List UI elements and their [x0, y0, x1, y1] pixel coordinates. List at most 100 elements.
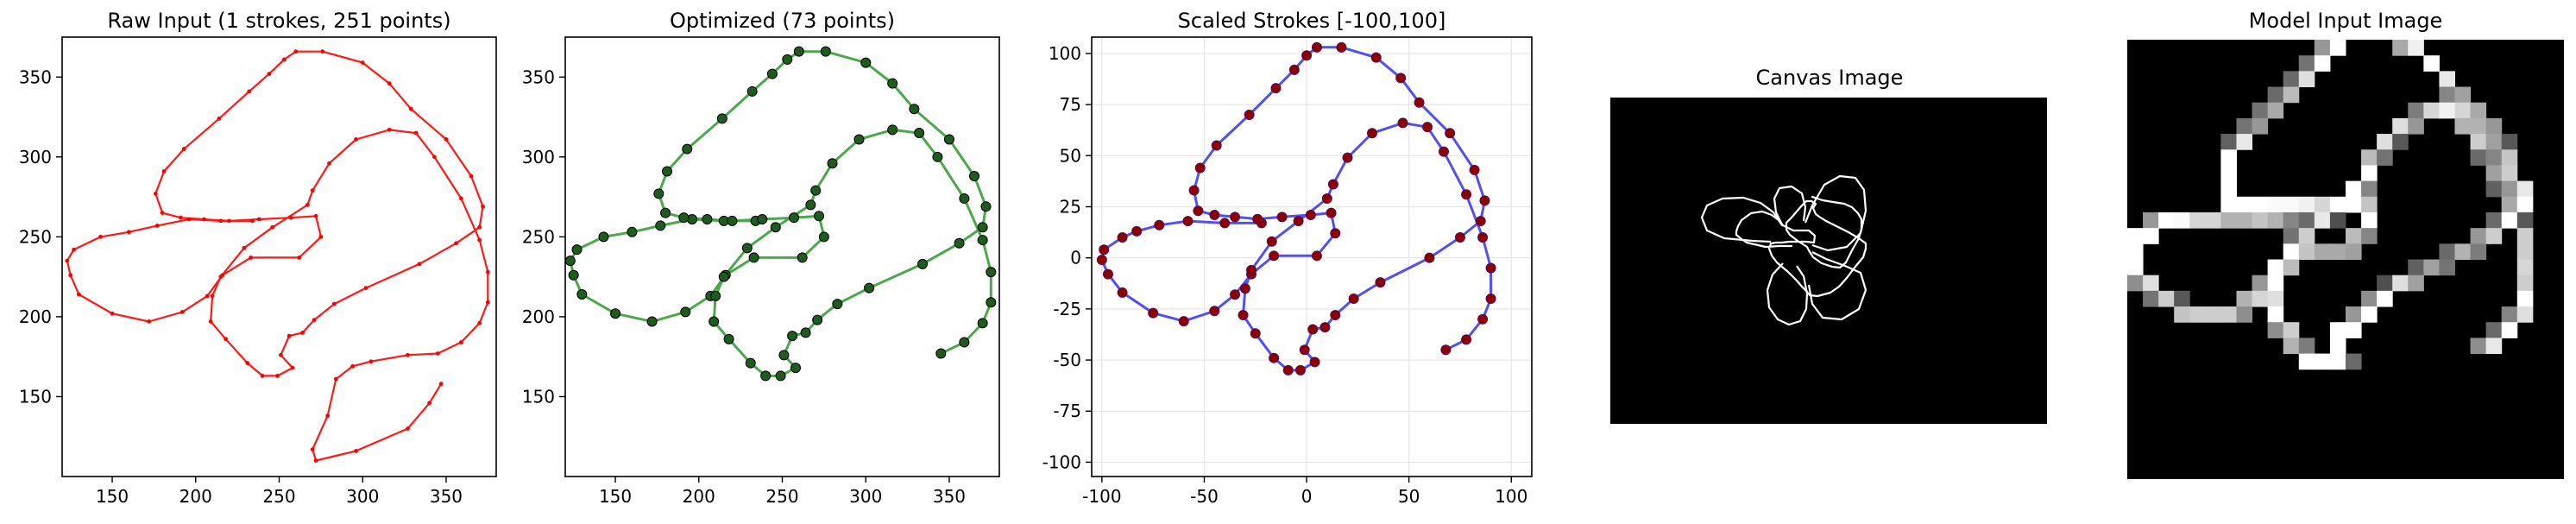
raw-point-1 — [218, 218, 224, 224]
raw-point-31 — [281, 57, 287, 62]
scaled-point-19 — [1305, 209, 1316, 220]
scaled-axes-frame — [1091, 36, 1533, 477]
raw-point-7 — [65, 258, 70, 263]
optimized-ytick-label-4: 350 — [522, 66, 555, 87]
scaled-point-45 — [1330, 309, 1341, 320]
scaled-point-65 — [1439, 146, 1449, 157]
model-input-pixel — [2283, 338, 2300, 355]
raw-point-55 — [210, 294, 215, 299]
optimized-point-17 — [818, 231, 829, 243]
optimized-point-72 — [935, 348, 947, 359]
model-input-pixel — [2454, 86, 2472, 104]
scaled-point-56 — [1246, 264, 1257, 275]
scaled-point-52 — [1269, 352, 1280, 363]
raw-point-34 — [360, 60, 365, 66]
scaled-point-15 — [1269, 250, 1280, 262]
optimized-point-21 — [727, 215, 738, 226]
model-input-pixel — [2454, 117, 2472, 135]
model-input-pixel — [2298, 338, 2315, 355]
model-input-pixel — [2346, 180, 2362, 198]
optimized-point-6 — [571, 244, 583, 256]
scaled-point-72 — [1440, 344, 1452, 356]
model-input-pixel — [2329, 196, 2346, 213]
raw-point-6 — [72, 247, 76, 252]
scaled-point-33 — [1336, 41, 1347, 53]
raw-point-21 — [227, 218, 231, 224]
optimized-point-45 — [812, 314, 823, 325]
model-input-pixel — [2361, 228, 2378, 244]
scaled-point-1 — [1219, 218, 1231, 229]
optimized-point-10 — [610, 308, 621, 319]
model-input-pixel — [2267, 306, 2284, 323]
scaled-point-17 — [1330, 228, 1341, 239]
optimized-point-18 — [814, 211, 825, 222]
raw-point-10 — [110, 311, 115, 316]
model-input-pixel — [2220, 134, 2237, 150]
model-input-pixel — [2329, 243, 2346, 260]
model-input-pixel — [2361, 196, 2378, 213]
optimized-point-48 — [778, 350, 790, 361]
raw-point-3 — [154, 224, 160, 228]
raw-point-40 — [477, 224, 482, 230]
model-input-pixel — [2236, 117, 2253, 135]
optimized-ytick-label-0: 150 — [522, 386, 555, 407]
model-input-pixel — [2283, 71, 2300, 88]
model-input-pixel — [2501, 306, 2518, 323]
raw-point-38 — [469, 174, 474, 179]
model-input-pixel — [2346, 228, 2362, 244]
model-input-pixel — [2439, 71, 2455, 88]
model-input-pixel — [2252, 275, 2269, 292]
model-input-pixel — [2252, 211, 2269, 229]
scaled-point-67 — [1477, 232, 1489, 243]
model-input-pixel — [2252, 196, 2269, 213]
raw-point-59 — [305, 202, 310, 207]
model-input-pixel — [2189, 211, 2206, 229]
scaled-point-61 — [1342, 152, 1353, 163]
model-input-pixel — [2283, 259, 2300, 276]
raw-point-45 — [312, 318, 317, 323]
scaled-point-5 — [1117, 232, 1128, 243]
optimized-point-43 — [864, 282, 875, 294]
scaled-point-44 — [1348, 294, 1359, 305]
scaled-ytick-label-3: -25 — [1053, 299, 1081, 319]
scaled-panel: Scaled Strokes [-100,100] -100 -50 0 50 100 -… — [1042, 9, 1533, 507]
model-input-pixel — [2516, 228, 2534, 244]
raw-point-39 — [481, 204, 485, 209]
optimized-point-61 — [827, 158, 838, 169]
scaled-point-37 — [1445, 128, 1456, 139]
raw-point-71 — [458, 340, 463, 344]
model-input-pixel — [2346, 322, 2362, 338]
raw-point-20 — [256, 217, 261, 222]
model-input-pixel — [2220, 211, 2237, 229]
model-input-pixel — [2377, 290, 2393, 307]
optimized-point-25 — [653, 188, 664, 199]
raw-ytick-label-0: 150 — [19, 386, 52, 407]
raw-point-22 — [202, 217, 206, 222]
optimized-point-39 — [980, 201, 992, 212]
model-input-pixel — [2377, 149, 2393, 166]
model-input-pixel — [2516, 275, 2534, 292]
model-input-pixel — [2267, 275, 2284, 292]
optimized-point-36 — [909, 104, 920, 115]
raw-ytick-label-1: 200 — [19, 306, 52, 327]
optimized-point-53 — [723, 333, 734, 344]
optimized-point-28 — [716, 113, 727, 124]
model-input-pixel — [2205, 306, 2221, 323]
model-input-pixel — [2470, 117, 2487, 135]
scaled-xtick-label-4: 100 — [1495, 486, 1527, 507]
optimized-point-3 — [655, 220, 666, 231]
optimized-point-34 — [860, 57, 872, 68]
model-input-pixel — [2516, 180, 2534, 198]
model-input-pixel — [2267, 86, 2284, 104]
model-input-title: Model Input Image — [2249, 9, 2443, 33]
scaled-point-38 — [1469, 164, 1480, 175]
optimized-point-52 — [745, 357, 756, 369]
optimized-point-4 — [627, 226, 638, 237]
model-input-pixel — [2143, 290, 2159, 307]
model-input-pixel — [2267, 211, 2284, 229]
scaled-point-8 — [1102, 268, 1113, 280]
model-input-pixel — [2470, 338, 2487, 355]
model-input-pixel — [2361, 211, 2378, 229]
raw-point-70 — [477, 320, 482, 325]
